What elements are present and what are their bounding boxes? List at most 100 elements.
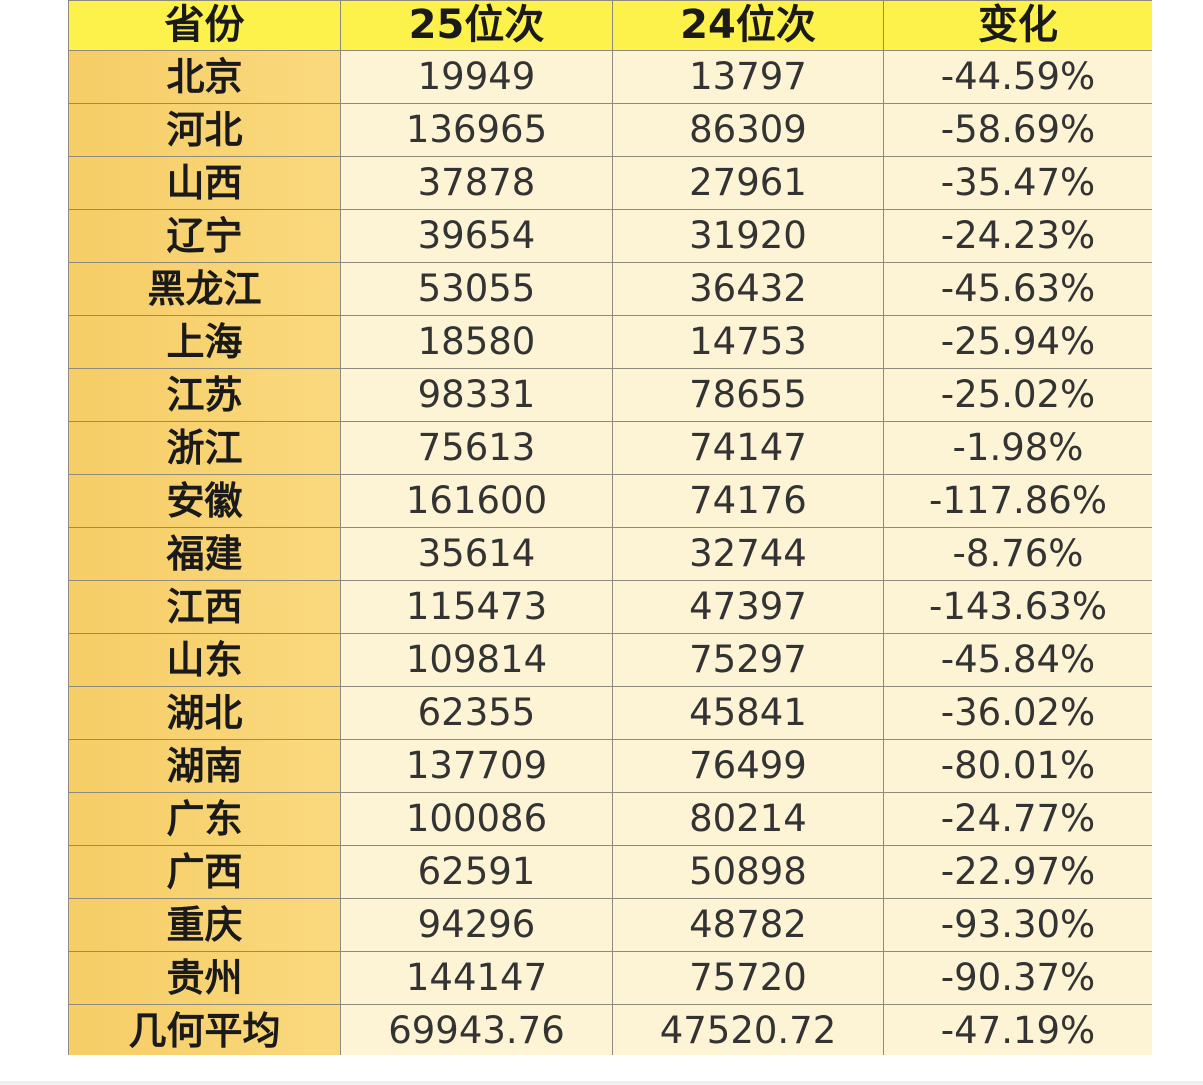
table-row: 山东 109814 75297 -45.84% bbox=[68, 633, 1152, 687]
table-row: 江苏 98331 78655 -25.02% bbox=[68, 368, 1152, 422]
rank-2024-cell: 47397 bbox=[612, 580, 884, 634]
province-cell: 浙江 bbox=[68, 421, 341, 475]
change-cell: -24.77% bbox=[883, 792, 1152, 846]
table-row: 几何平均 69943.76 47520.72 -47.19% bbox=[68, 1004, 1152, 1055]
province-cell: 江西 bbox=[68, 580, 341, 634]
table-row: 安徽 161600 74176 -117.86% bbox=[68, 474, 1152, 528]
header-province: 省份 bbox=[68, 0, 341, 51]
province-cell: 安徽 bbox=[68, 474, 341, 528]
change-cell: -143.63% bbox=[883, 580, 1152, 634]
province-cell: 山东 bbox=[68, 633, 341, 687]
province-cell: 福建 bbox=[68, 527, 341, 581]
table-row: 浙江 75613 74147 -1.98% bbox=[68, 421, 1152, 475]
ranking-table: 省份 25位次 24位次 变化 北京 19949 13797 -44.59% 河北 136… bbox=[68, 0, 1152, 1055]
province-cell: 山西 bbox=[68, 156, 341, 210]
change-cell: -24.23% bbox=[883, 209, 1152, 263]
rank-2025-cell: 94296 bbox=[340, 898, 613, 952]
change-cell: -25.94% bbox=[883, 315, 1152, 369]
province-cell: 辽宁 bbox=[68, 209, 341, 263]
rank-2025-cell: 98331 bbox=[340, 368, 613, 422]
rank-2025-cell: 69943.76 bbox=[340, 1004, 613, 1055]
rank-2024-cell: 50898 bbox=[612, 845, 884, 899]
table-row: 湖北 62355 45841 -36.02% bbox=[68, 686, 1152, 740]
rank-2025-cell: 62591 bbox=[340, 845, 613, 899]
rank-2024-cell: 75720 bbox=[612, 951, 884, 1005]
table-row: 福建 35614 32744 -8.76% bbox=[68, 527, 1152, 581]
table-row: 江西 115473 47397 -143.63% bbox=[68, 580, 1152, 634]
table-row: 贵州 144147 75720 -90.37% bbox=[68, 951, 1152, 1005]
rank-2024-cell: 48782 bbox=[612, 898, 884, 952]
province-cell: 北京 bbox=[68, 50, 341, 104]
rank-2025-cell: 75613 bbox=[340, 421, 613, 475]
change-cell: -45.63% bbox=[883, 262, 1152, 316]
change-cell: -36.02% bbox=[883, 686, 1152, 740]
rank-2024-cell: 75297 bbox=[612, 633, 884, 687]
change-cell: -80.01% bbox=[883, 739, 1152, 793]
rank-2024-cell: 74176 bbox=[612, 474, 884, 528]
rank-2025-cell: 137709 bbox=[340, 739, 613, 793]
change-cell: -117.86% bbox=[883, 474, 1152, 528]
table-row: 广西 62591 50898 -22.97% bbox=[68, 845, 1152, 899]
table-row: 北京 19949 13797 -44.59% bbox=[68, 50, 1152, 104]
table-row: 山西 37878 27961 -35.47% bbox=[68, 156, 1152, 210]
change-cell: -8.76% bbox=[883, 527, 1152, 581]
table-row: 辽宁 39654 31920 -24.23% bbox=[68, 209, 1152, 263]
rank-2025-cell: 39654 bbox=[340, 209, 613, 263]
rank-2025-cell: 18580 bbox=[340, 315, 613, 369]
province-cell: 广西 bbox=[68, 845, 341, 899]
rank-2024-cell: 78655 bbox=[612, 368, 884, 422]
rank-2025-cell: 62355 bbox=[340, 686, 613, 740]
table-row: 黑龙江 53055 36432 -45.63% bbox=[68, 262, 1152, 316]
header-rank-2024: 24位次 bbox=[612, 0, 884, 51]
rank-2025-cell: 144147 bbox=[340, 951, 613, 1005]
rank-2024-cell: 86309 bbox=[612, 103, 884, 157]
province-cell: 黑龙江 bbox=[68, 262, 341, 316]
province-cell: 河北 bbox=[68, 103, 341, 157]
change-cell: -47.19% bbox=[883, 1004, 1152, 1055]
change-cell: -93.30% bbox=[883, 898, 1152, 952]
province-cell: 上海 bbox=[68, 315, 341, 369]
rank-2025-cell: 115473 bbox=[340, 580, 613, 634]
rank-2024-cell: 74147 bbox=[612, 421, 884, 475]
rank-2024-cell: 31920 bbox=[612, 209, 884, 263]
rank-2024-cell: 32744 bbox=[612, 527, 884, 581]
header-rank-2025: 25位次 bbox=[340, 0, 613, 51]
rank-2025-cell: 35614 bbox=[340, 527, 613, 581]
table-row: 广东 100086 80214 -24.77% bbox=[68, 792, 1152, 846]
rank-2024-cell: 14753 bbox=[612, 315, 884, 369]
table-header-row: 省份 25位次 24位次 变化 bbox=[68, 0, 1152, 51]
table-row: 上海 18580 14753 -25.94% bbox=[68, 315, 1152, 369]
change-cell: -25.02% bbox=[883, 368, 1152, 422]
change-cell: -22.97% bbox=[883, 845, 1152, 899]
rank-2024-cell: 13797 bbox=[612, 50, 884, 104]
table-body: 北京 19949 13797 -44.59% 河北 136965 86309 -58.69% 山… bbox=[68, 50, 1152, 1055]
province-cell: 重庆 bbox=[68, 898, 341, 952]
header-change: 变化 bbox=[883, 0, 1152, 51]
table-row: 湖南 137709 76499 -80.01% bbox=[68, 739, 1152, 793]
rank-2024-cell: 45841 bbox=[612, 686, 884, 740]
province-cell: 广东 bbox=[68, 792, 341, 846]
rank-2025-cell: 109814 bbox=[340, 633, 613, 687]
rank-2025-cell: 136965 bbox=[340, 103, 613, 157]
rank-2025-cell: 37878 bbox=[340, 156, 613, 210]
rank-2025-cell: 19949 bbox=[340, 50, 613, 104]
table-row: 重庆 94296 48782 -93.30% bbox=[68, 898, 1152, 952]
change-cell: -45.84% bbox=[883, 633, 1152, 687]
page-bottom-strip bbox=[0, 1081, 1203, 1085]
rank-2025-cell: 53055 bbox=[340, 262, 613, 316]
change-cell: -58.69% bbox=[883, 103, 1152, 157]
rank-2024-cell: 27961 bbox=[612, 156, 884, 210]
change-cell: -35.47% bbox=[883, 156, 1152, 210]
rank-2024-cell: 36432 bbox=[612, 262, 884, 316]
ranking-table-container: 省份 25位次 24位次 变化 北京 19949 13797 -44.59% 河北 136… bbox=[68, 0, 1152, 1055]
province-cell: 湖北 bbox=[68, 686, 341, 740]
province-cell: 湖南 bbox=[68, 739, 341, 793]
rank-2024-cell: 47520.72 bbox=[612, 1004, 884, 1055]
change-cell: -44.59% bbox=[883, 50, 1152, 104]
table-row: 河北 136965 86309 -58.69% bbox=[68, 103, 1152, 157]
province-cell: 贵州 bbox=[68, 951, 341, 1005]
change-cell: -1.98% bbox=[883, 421, 1152, 475]
change-cell: -90.37% bbox=[883, 951, 1152, 1005]
rank-2025-cell: 100086 bbox=[340, 792, 613, 846]
province-cell: 江苏 bbox=[68, 368, 341, 422]
